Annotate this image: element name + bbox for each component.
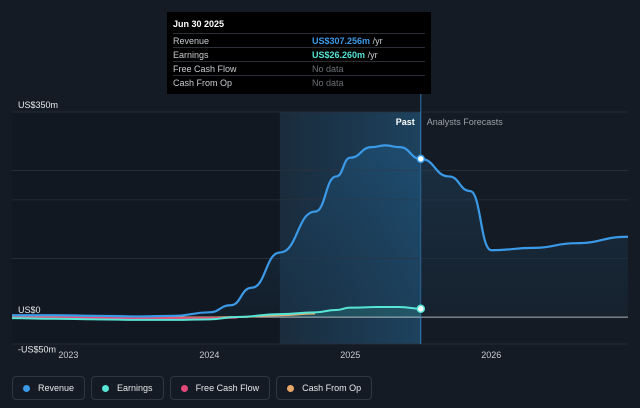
x-tick-label: 2025	[340, 350, 360, 360]
tooltip-label: Earnings	[173, 49, 209, 60]
revenue-point	[416, 154, 426, 164]
tooltip-value: US$307.256m /yr	[312, 35, 383, 46]
x-tick-label: 2026	[481, 350, 501, 360]
earnings-area-fill	[12, 307, 421, 320]
free-cash-flow-dot-icon	[180, 384, 188, 392]
legend-item-earnings[interactable]: Earnings	[91, 376, 164, 400]
tooltip-row-fcf: Free Cash Flow No data	[173, 61, 425, 75]
earnings-line	[11, 306, 421, 321]
y-tick-label: US$350m	[18, 100, 58, 110]
earnings-dot-icon	[102, 384, 110, 392]
legend-item-revenue[interactable]: Revenue	[12, 376, 86, 400]
tooltip-date: Jun 30 2025	[173, 19, 225, 29]
legend-label: Revenue	[38, 383, 75, 393]
legend: Revenue Earnings Free Cash Flow Cash Fro…	[12, 376, 373, 400]
revenue-area-fill	[420, 158, 628, 317]
x-tick-label: 2024	[199, 350, 219, 360]
tooltip-value: No data	[312, 77, 344, 88]
revenue-dot-icon	[23, 384, 30, 392]
earnings-point	[416, 304, 426, 314]
y-tick-label: US$0	[18, 305, 41, 315]
legend-item-free-cash-flow[interactable]: Free Cash Flow	[169, 376, 271, 400]
x-tick-label: 2023	[58, 350, 78, 360]
legend-label: Earnings	[117, 383, 153, 393]
forecast-label: Analysts Forecasts	[427, 117, 504, 127]
tooltip-row-revenue: Revenue US$307.256m /yr	[173, 33, 425, 47]
tooltip-value: No data	[312, 63, 344, 74]
tooltip-value: US$26.260m /yr	[312, 49, 378, 60]
tooltip-label: Free Cash Flow	[173, 63, 237, 74]
tooltip-row-cfo: Cash From Op No data	[173, 75, 425, 89]
y-tick-label: -US$50m	[18, 344, 56, 354]
legend-label: Cash From Op	[302, 383, 362, 393]
tooltip: Jun 30 2025 Revenue US$307.256m /yr Earn…	[167, 12, 431, 94]
legend-item-cash-from-op[interactable]: Cash From Op	[276, 376, 373, 400]
revenue-line	[420, 157, 629, 252]
tooltip-label: Cash From Op	[173, 77, 233, 88]
legend-label: Free Cash Flow	[195, 383, 260, 393]
cash-from-op-dot-icon	[287, 384, 295, 392]
past-label: Past	[396, 117, 415, 127]
revenue-line	[11, 144, 421, 318]
tooltip-label: Revenue	[173, 35, 210, 46]
tooltip-row-earnings: Earnings US$26.260m /yr	[173, 47, 425, 61]
revenue-area-fill	[12, 145, 421, 317]
